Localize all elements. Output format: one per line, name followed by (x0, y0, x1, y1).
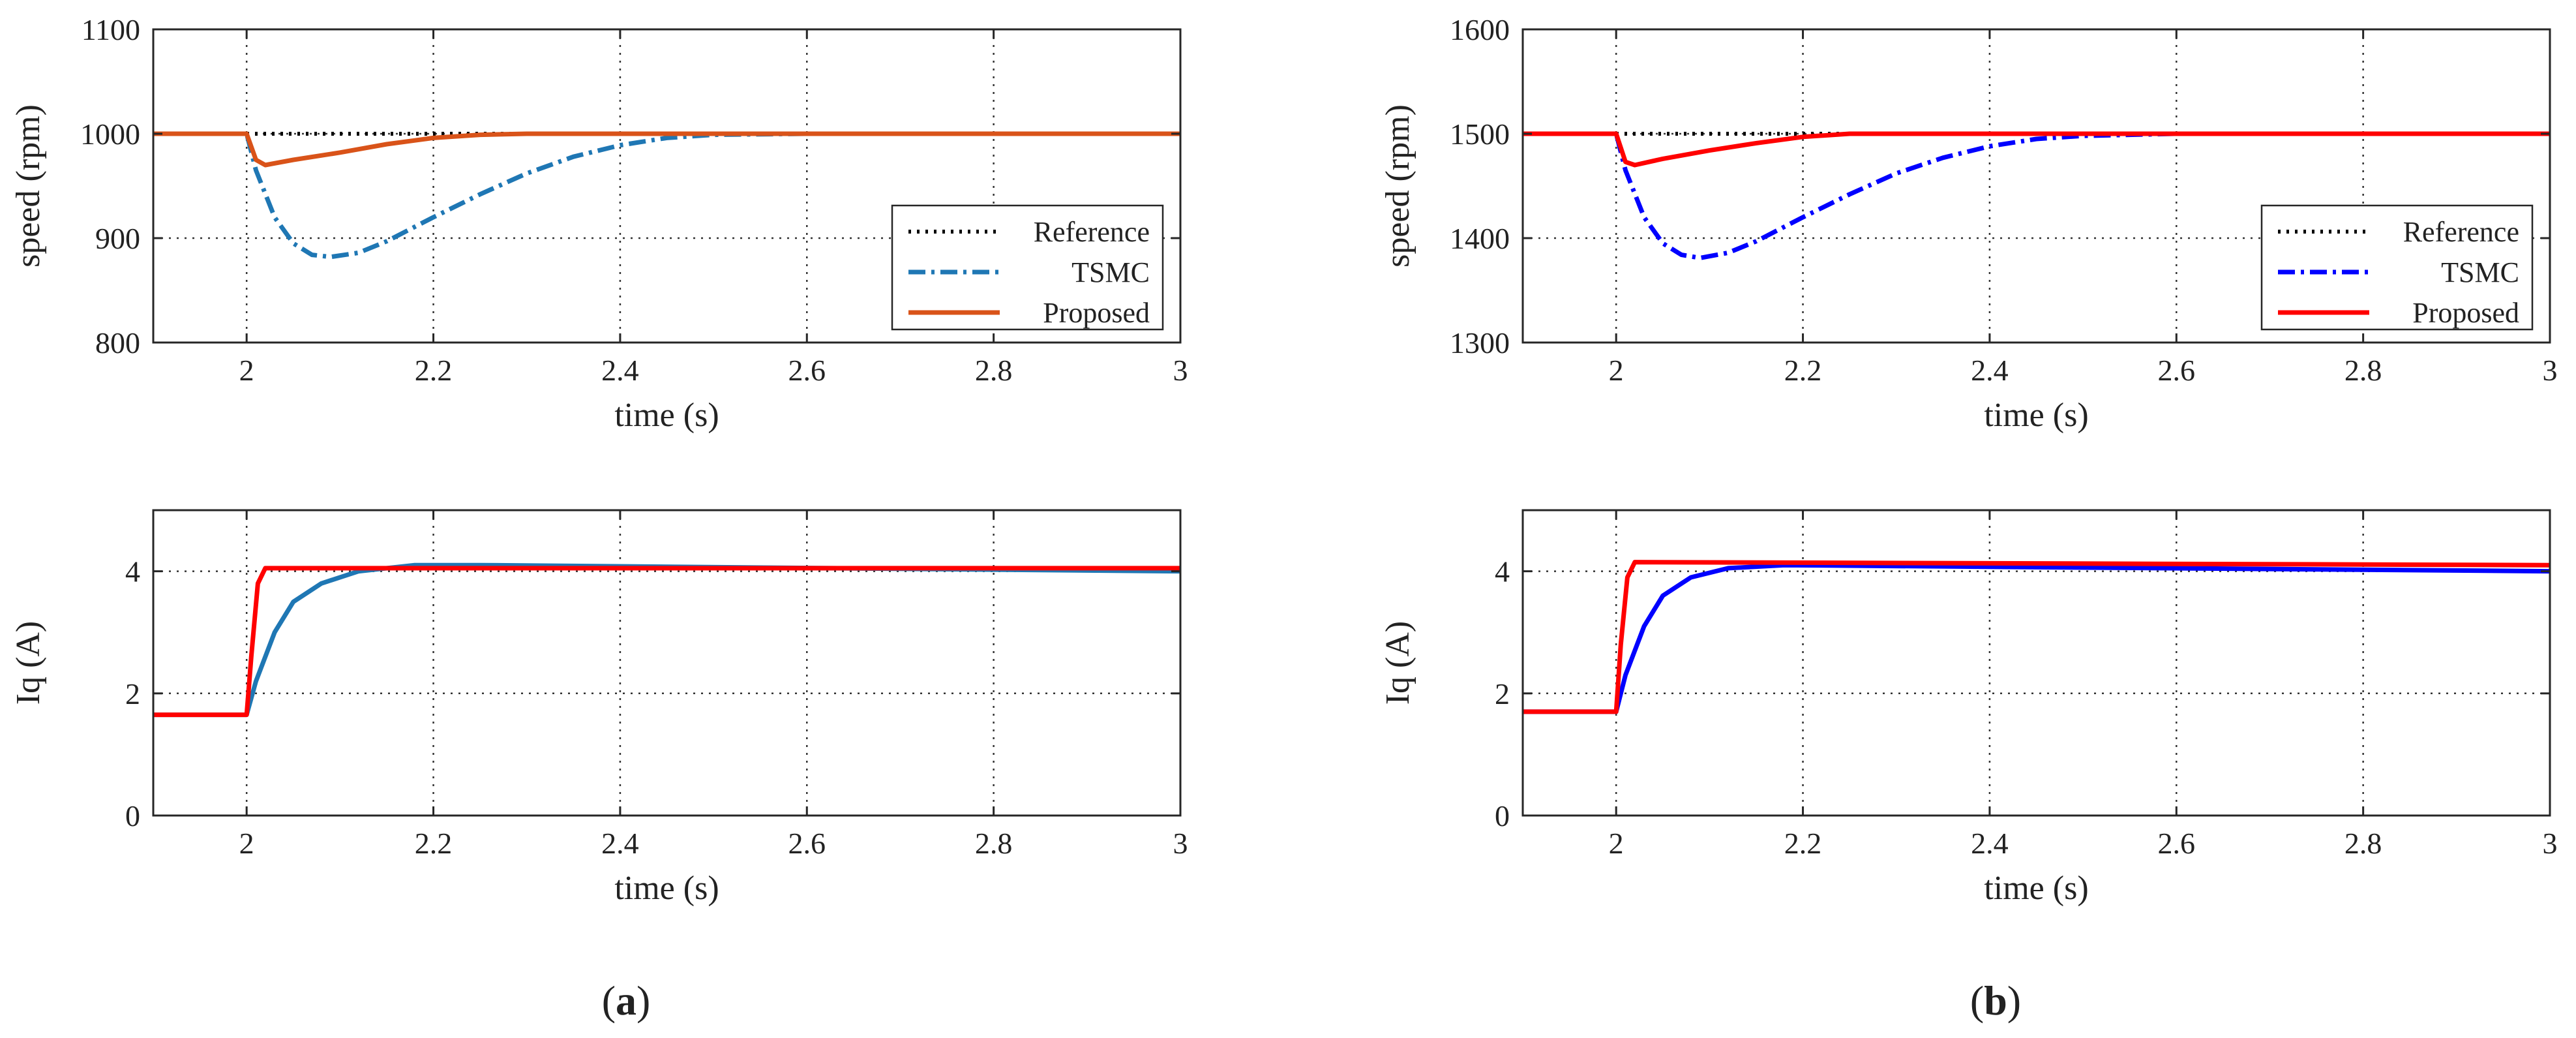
axes-frame (152, 509, 1182, 817)
x-tick-label: 2.2 (1784, 354, 1822, 387)
series-line-tsmc (153, 131, 1180, 260)
y-tick-label: 1500 (1450, 117, 1510, 151)
x-tick-label: 3 (2543, 354, 2558, 387)
panel-label-b-letter: b (1984, 977, 2007, 1024)
x-tick-label: 2 (239, 354, 254, 387)
series-line-proposed (153, 566, 1180, 718)
x-tick-label: 2.8 (975, 354, 1013, 387)
x-tick-label: 2.4 (1971, 354, 2009, 387)
y-tick-label: 1600 (1450, 13, 1510, 46)
y-tick-label: 0 (125, 799, 140, 832)
y-tick-label: 800 (95, 326, 140, 359)
y-axis-label: Iq (A) (10, 621, 47, 705)
chart-4: 2 2.2 2.4 2.6 2.8 3 0 2 4 time (s) Iq (A) (1379, 509, 2558, 907)
x-tick-label: 2.8 (2344, 354, 2382, 387)
x-tick-label: 2.4 (601, 827, 639, 860)
legend-label-tsmc: TSMC (2441, 256, 2519, 288)
legend-label-reference: Reference (2403, 216, 2519, 248)
axes-frame (152, 28, 1182, 344)
panel-label-a-letter: a (616, 977, 637, 1024)
legend: Reference TSMC Proposed (891, 204, 1164, 331)
x-tick-label: 2.6 (788, 354, 826, 387)
x-axis-label: time (s) (1984, 397, 2088, 434)
x-tick-label: 2.2 (415, 827, 453, 860)
x-tick-label: 2 (1609, 354, 1624, 387)
x-tick-label: 3 (1173, 354, 1188, 387)
chart-2: 2 2.2 2.4 2.6 2.8 3 0 2 4 time (s) Iq (A) (10, 509, 1188, 907)
panel-label-b: (b) (1970, 977, 2021, 1024)
x-tick-label: 2.6 (2158, 354, 2196, 387)
x-tick-label: 2.2 (415, 354, 453, 387)
legend-label-proposed: Proposed (2412, 297, 2519, 329)
legend-label-proposed: Proposed (1043, 297, 1150, 329)
series-line-proposed (1523, 131, 2550, 168)
chart-3: 2 2.2 2.4 2.6 2.8 3 1300 1400 1500 1600 time (s) sp… (1379, 13, 2558, 434)
panel-label-b-close: ) (2007, 977, 2021, 1024)
series-line-proposed (1523, 560, 2550, 714)
x-tick-label: 2.8 (975, 827, 1013, 860)
y-tick-label: 2 (125, 677, 140, 710)
axes-frame (1521, 509, 2551, 817)
legend-box (2260, 204, 2534, 331)
y-tick-label: 1400 (1450, 222, 1510, 255)
x-tick-label: 2.4 (1971, 827, 2009, 860)
series-line-tsmc (1523, 131, 2550, 260)
series-line-tsmc (153, 562, 1180, 718)
legend-label-tsmc: TSMC (1071, 256, 1150, 288)
x-tick-label: 2.8 (2344, 827, 2382, 860)
x-axis-label: time (s) (614, 870, 719, 907)
y-tick-label: 1000 (80, 117, 140, 151)
x-tick-label: 2 (1609, 827, 1624, 860)
series-line-proposed (153, 131, 1180, 168)
x-axis-label: time (s) (614, 397, 719, 434)
panel-label-a-open: ( (602, 977, 616, 1024)
x-tick-label: 2.4 (601, 354, 639, 387)
legend: Reference TSMC Proposed (2260, 204, 2534, 331)
y-tick-label: 1100 (82, 13, 140, 46)
panel-label-a-close: ) (637, 977, 650, 1024)
panel-label-a: (a) (602, 977, 651, 1024)
y-tick-label: 4 (125, 555, 140, 588)
y-axis-label: speed (rpm) (1379, 104, 1416, 267)
panel-label-b-open: ( (1970, 977, 1984, 1024)
charts-layer: 2 2.2 2.4 2.6 2.8 3 800 900 1000 1100 time (s) spee… (10, 13, 2558, 907)
x-tick-label: 2.2 (1784, 827, 1822, 860)
y-axis-label: Iq (A) (1379, 621, 1416, 705)
chart-1: 2 2.2 2.4 2.6 2.8 3 800 900 1000 1100 time (s) spee… (10, 13, 1188, 434)
y-axis-label: speed (rpm) (10, 104, 47, 267)
legend-box (891, 204, 1164, 331)
y-tick-label: 2 (1495, 677, 1510, 710)
x-tick-label: 2.6 (2158, 827, 2196, 860)
y-tick-label: 0 (1495, 799, 1510, 832)
x-tick-label: 3 (1173, 827, 1188, 860)
x-tick-label: 2.6 (788, 827, 826, 860)
y-tick-label: 1300 (1450, 326, 1510, 359)
x-tick-label: 2 (239, 827, 254, 860)
x-tick-label: 3 (2543, 827, 2558, 860)
x-axis-label: time (s) (1984, 870, 2088, 907)
plot-area (153, 510, 1180, 816)
y-tick-label: 4 (1495, 555, 1510, 588)
y-tick-label: 900 (95, 222, 140, 255)
legend-label-reference: Reference (1034, 216, 1150, 248)
axes-frame (1521, 28, 2551, 344)
plot-area (1523, 510, 2550, 816)
